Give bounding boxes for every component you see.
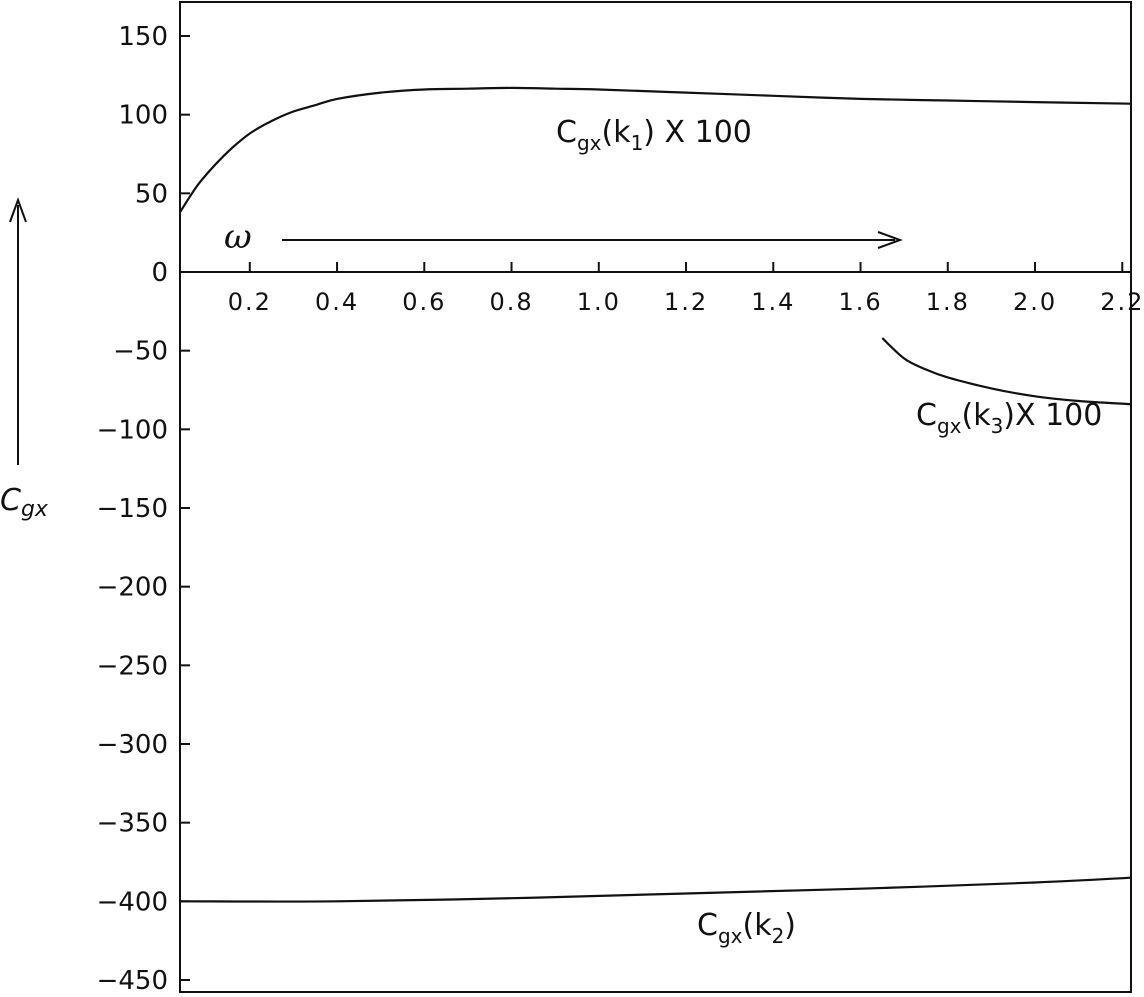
y-tick-label: −250 <box>97 651 168 681</box>
y-tick-label: 150 <box>118 22 168 52</box>
series-label-1: Cgx(k1) X 100 <box>556 115 752 155</box>
x-tick-label: 0.4 <box>315 288 359 316</box>
x-tick-label: 1.0 <box>577 288 621 316</box>
y-tick-label: −350 <box>97 809 168 839</box>
x-tick-label: 0.8 <box>489 288 533 316</box>
series-label-2: Cgx(k3)X 100 <box>916 398 1102 438</box>
series-line-2 <box>881 337 1132 406</box>
y-tick-label: 0 <box>151 258 168 288</box>
y-tick-label: −50 <box>113 337 168 367</box>
x-tick-label: 0.2 <box>228 288 272 316</box>
x-tick-label: 2.0 <box>1013 288 1057 316</box>
x-tick-label: 1.2 <box>664 288 708 316</box>
series-line-3 <box>179 876 1132 903</box>
y-tick-label: −100 <box>97 415 168 445</box>
y-axis-title: Cgx <box>0 483 49 522</box>
y-tick-label: −200 <box>97 573 168 603</box>
y-ticks: 150 100 50 0 −50 −100 −150 −200 −250 −300 −350 −400… <box>97 22 190 996</box>
y-tick-label: 50 <box>135 179 168 209</box>
y-tick-label: −150 <box>97 494 168 524</box>
y-arrow-head <box>9 197 27 223</box>
series-label-3: Cgx(k2) <box>697 908 796 948</box>
x-tick-label: 0.6 <box>402 288 446 316</box>
series-lines <box>179 86 1132 903</box>
x-axis-title-group: ω <box>224 217 903 257</box>
y-axis-title-group: Cgx <box>0 197 49 522</box>
series-line-1 <box>179 86 1132 213</box>
x-tick-label: 1.6 <box>838 288 882 316</box>
x-arrow-head <box>877 231 903 249</box>
x-tick-label: 1.8 <box>926 288 970 316</box>
series-labels: Cgx(k1) X 100 Cgx(k3)X 100 Cgx(k2) <box>556 115 1102 948</box>
x-ticks: 0.2 0.4 0.6 0.8 1.0 1.2 1.4 1.6 1.8 2.0 2.2 <box>228 262 1144 316</box>
x-tick-label: 1.4 <box>751 288 795 316</box>
x-axis-title: ω <box>224 217 252 257</box>
plot-frame <box>179 1 1132 993</box>
y-tick-label: −450 <box>97 966 168 996</box>
x-tick-label: 2.2 <box>1100 288 1144 316</box>
y-tick-label: −300 <box>97 730 168 760</box>
y-tick-label: −400 <box>97 887 168 917</box>
y-tick-label: 100 <box>118 101 168 131</box>
